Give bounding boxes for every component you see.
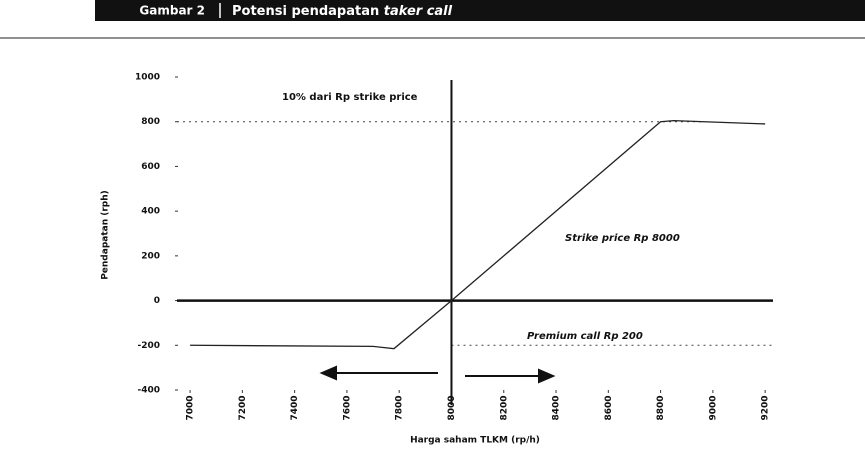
series-line <box>190 119 766 350</box>
y-tick-label: 400 <box>141 207 160 217</box>
arrow-right-head <box>538 368 556 384</box>
y-tick-label: 200 <box>141 251 160 261</box>
figure-label: Gambar 2 <box>139 4 205 18</box>
annotation: Strike price Rp 8000 <box>565 233 680 244</box>
x-tick-label: 8800 <box>656 395 666 420</box>
x-tick-label: 8600 <box>604 395 614 420</box>
arrows <box>319 365 556 384</box>
x-axis-label: Harga saham TLKM (rp/h) <box>410 436 540 446</box>
y-axis-label: Pendapatan (rph) <box>101 190 111 280</box>
x-tick-label: 9000 <box>708 395 718 420</box>
x-tick-label: 9200 <box>761 395 771 420</box>
title-italic: taker call <box>384 4 453 19</box>
x-tick-label: 7800 <box>395 395 405 420</box>
x-tick-label: 8200 <box>499 395 509 420</box>
y-tick-label: 800 <box>141 117 160 127</box>
x-tick-label: 8400 <box>552 395 562 420</box>
x-tick-label: 7600 <box>342 395 352 420</box>
y-tick-label: 600 <box>141 162 160 172</box>
x-tick-label: 7400 <box>290 395 300 420</box>
x-tick-label: 8000 <box>447 395 457 420</box>
title-main: Potensi pendapatan <box>232 4 379 19</box>
annotation: Premium call Rp 200 <box>527 331 643 342</box>
header-bar <box>95 0 865 21</box>
y-tick-label: -200 <box>137 341 160 351</box>
y-tick-label: -400 <box>137 386 160 396</box>
y-tick-label: 0 <box>154 296 160 306</box>
chart-title: Potensi pendapatan taker call <box>232 4 453 19</box>
x-tick-label: 7000 <box>186 395 196 420</box>
y-tick-label: 1000 <box>135 73 160 83</box>
annotation: 10% dari Rp strike price <box>282 92 418 103</box>
x-tick-label: 7200 <box>238 395 248 420</box>
arrow-left-head <box>319 365 337 381</box>
